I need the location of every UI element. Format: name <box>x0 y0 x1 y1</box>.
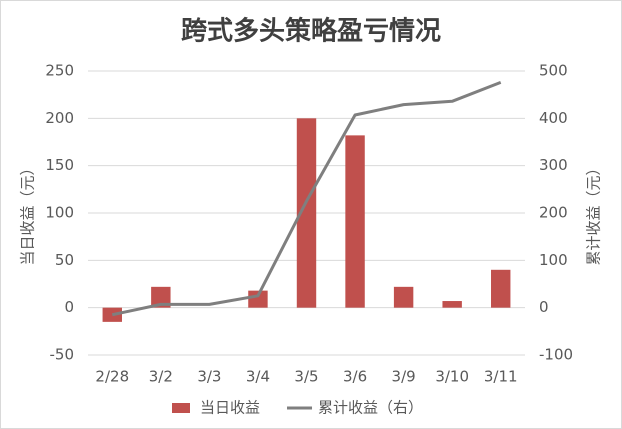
legend-label: 当日收益 <box>200 399 260 417</box>
y-tick-label: 100 <box>45 204 74 222</box>
y-tick-label: 200 <box>45 109 74 127</box>
y-tick-label: 150 <box>45 156 74 174</box>
y2-tick-label: 300 <box>539 156 568 174</box>
x-tick-label: 3/2 <box>149 368 173 386</box>
x-tick-label: 3/5 <box>294 368 318 386</box>
chart-title: 跨式多头策略盈亏情况 <box>181 16 441 47</box>
bar <box>345 135 365 308</box>
bar <box>248 290 268 308</box>
y-tick-label: 50 <box>55 251 74 269</box>
x-tick-label: 3/3 <box>197 368 221 386</box>
bar <box>491 269 511 308</box>
x-tick-label: 2/28 <box>95 368 129 386</box>
y2-tick-label: 0 <box>539 298 549 316</box>
y-tick-label: -50 <box>50 346 75 364</box>
x-tick-label: 3/4 <box>246 368 270 386</box>
y2-tick-label: 500 <box>539 62 568 80</box>
line <box>111 80 502 317</box>
y-tick-label: 0 <box>64 298 74 316</box>
y2-tick-label: 400 <box>539 109 568 127</box>
y-tick-label: 250 <box>45 62 74 80</box>
y2-axis-label: 累计收益（元） <box>585 160 603 265</box>
bar <box>296 118 317 308</box>
y2-tick-label: 100 <box>539 251 568 269</box>
legend-swatch <box>172 403 190 413</box>
x-tick-label: 3/9 <box>392 368 416 386</box>
y2-tick-label: -100 <box>539 346 573 364</box>
bar <box>393 286 414 308</box>
bar <box>442 301 462 308</box>
legend-label: 累计收益（右） <box>318 399 423 417</box>
y2-tick-label: 200 <box>539 204 568 222</box>
y-axis-label: 当日收益（元） <box>19 160 37 265</box>
x-tick-label: 3/10 <box>435 368 469 386</box>
x-tick-label: 3/6 <box>343 368 367 386</box>
bar <box>151 286 171 308</box>
x-tick-label: 3/11 <box>484 368 518 386</box>
